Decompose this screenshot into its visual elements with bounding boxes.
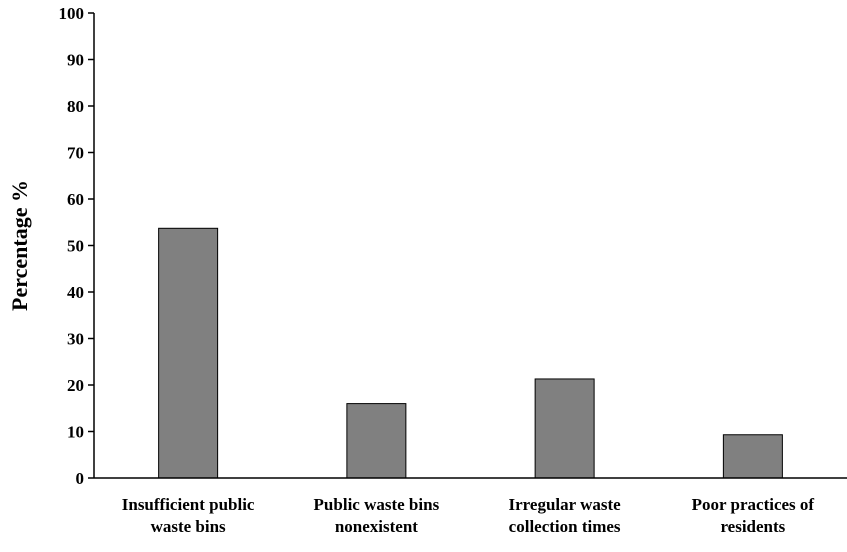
y-axis-title: Percentage % [7, 180, 32, 311]
y-tick-label: 20 [67, 376, 84, 395]
x-category-label: nonexistent [335, 517, 418, 536]
x-labels-group: Insufficient public waste bins Public wast… [122, 495, 815, 536]
bar-1 [158, 227, 219, 479]
bar-4 [722, 434, 783, 479]
x-category-label: Insufficient public [122, 495, 255, 514]
x-category-label: residents [720, 517, 785, 536]
x-category-label: Public waste bins [314, 495, 440, 514]
y-tick-label: 30 [67, 330, 84, 349]
bar-3 [534, 378, 595, 479]
y-tick-label: 80 [67, 97, 84, 116]
x-category-label: Irregular waste [509, 495, 622, 514]
y-tick-label: 50 [67, 237, 84, 256]
y-tick-label: 60 [67, 190, 84, 209]
y-tick-label: 0 [76, 469, 85, 488]
y-tick-label: 40 [67, 283, 84, 302]
y-tick-label: 100 [59, 4, 85, 23]
x-category-label: collection times [509, 517, 621, 536]
x-category-label: Poor practices of [692, 495, 815, 514]
bar-2 [346, 403, 407, 479]
y-ticks-group: 0 10 20 30 40 50 60 70 80 90 100 [59, 4, 94, 488]
y-tick-label: 90 [67, 51, 84, 70]
x-category-label: waste bins [151, 517, 226, 536]
y-tick-label: 10 [67, 423, 84, 442]
y-tick-label: 70 [67, 144, 84, 163]
bars-group [158, 227, 783, 479]
